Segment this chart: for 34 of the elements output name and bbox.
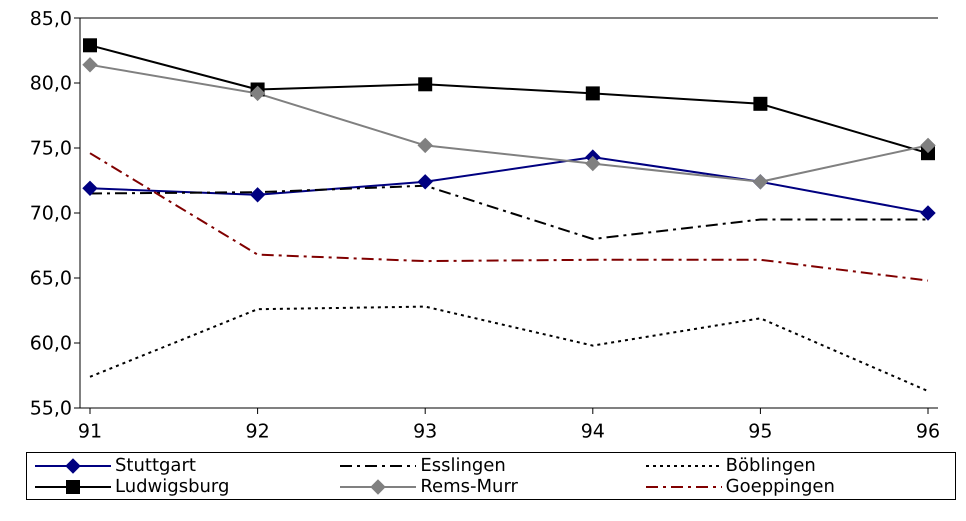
y-tick-label: 75,0 [30,138,72,160]
x-tick-label: 92 [246,420,270,442]
point [418,174,433,190]
legend-label: Böblingen [726,455,816,476]
line-series [89,152,929,282]
legend-label: Esslingen [420,455,506,476]
point [82,180,98,196]
point [585,156,600,172]
y-tick-label: 60,0 [30,332,72,355]
point [83,38,97,52]
point [82,57,98,72]
point [920,206,936,220]
point [418,77,432,92]
y-tick-label: 65,0 [30,268,72,290]
legend-label: Rems-Murr [420,476,518,497]
y-tick-label: 85,0 [30,8,72,30]
line-series [89,306,929,392]
point [586,86,600,100]
y-tick-label: 70,0 [30,202,72,225]
y-tick-label: 55,0 [30,398,72,420]
legend-label: Goeppingen [726,476,835,497]
x-tick-label: 93 [413,420,438,442]
point [753,96,768,111]
x-tick-label: 96 [916,420,940,442]
point [418,138,433,153]
legend-label: Ludwigsburg [115,476,230,497]
point [250,86,266,101]
x-tick-label: 94 [580,420,605,442]
point [920,138,936,153]
y-tick-label: 80,0 [30,72,72,95]
point [250,187,266,202]
x-tick-label: 91 [78,420,102,442]
legend-label: Stuttgart [115,455,196,476]
x-tick-label: 95 [748,420,772,442]
